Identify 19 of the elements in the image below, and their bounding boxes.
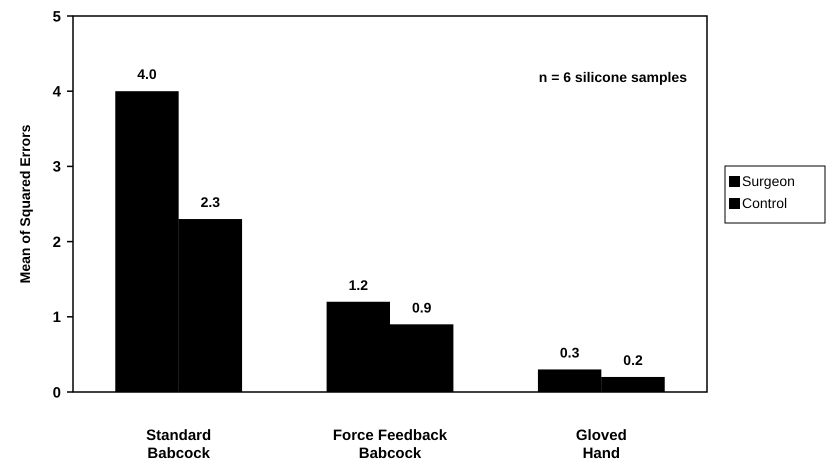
y-tick-label: 5 [52,8,61,26]
x-tick-label: Gloved Hand [576,427,627,462]
y-tick-label: 4 [52,83,62,100]
data-label: 4.0 [137,66,157,82]
y-tick-label: 0 [52,384,61,402]
data-label: 1.2 [348,276,368,293]
legend-label: Control [742,195,788,211]
y-tick-label: 3 [52,158,61,176]
data-label: 0.2 [623,352,643,368]
legend-label: Surgeon [742,173,795,189]
y-axis-title: Mean of Squared Errors [17,124,33,284]
x-tick-label: Force Feedback Babcock [332,427,448,462]
y-tick-label: 2 [52,234,61,251]
data-label: 0.9 [412,299,432,316]
annotation: n = 6 silicone samples [538,69,688,85]
data-label: 0.3 [560,344,580,360]
x-tick-label: Standard Babcock [146,427,212,462]
y-tick-label: 1 [52,309,61,326]
data-label: 2.3 [200,194,220,210]
